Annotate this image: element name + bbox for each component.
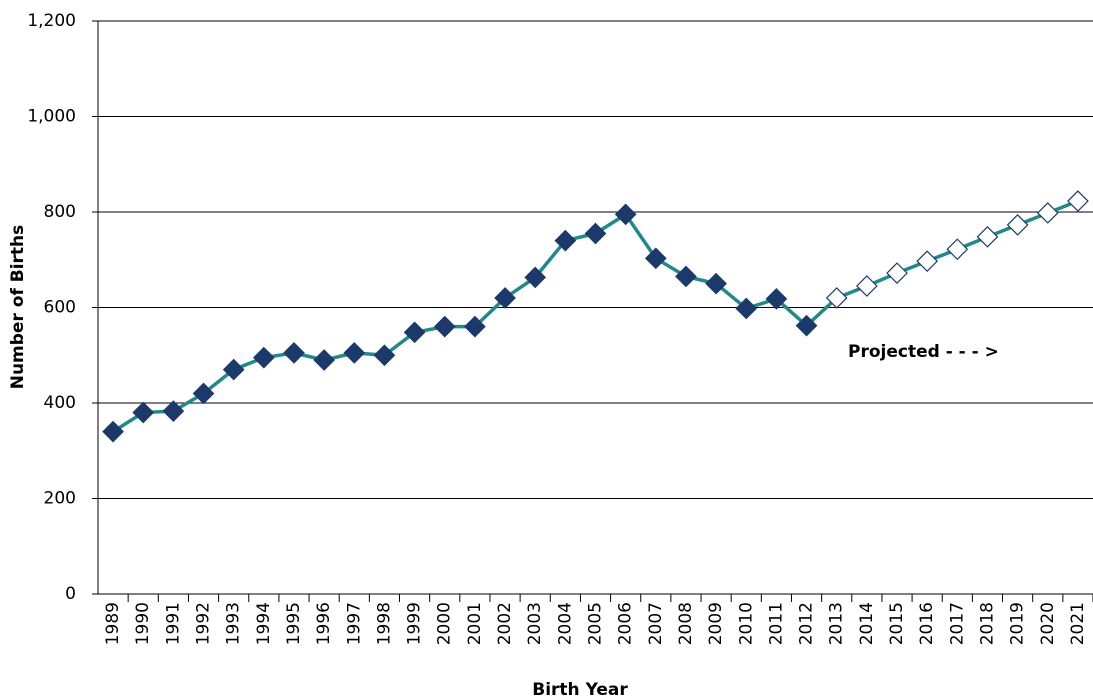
x-tick-label: 1999 xyxy=(405,602,425,645)
x-tick-label: 1997 xyxy=(344,602,364,645)
x-tick-label: 2007 xyxy=(646,602,666,645)
data-marker xyxy=(524,266,547,289)
y-axis-title: Number of Births xyxy=(8,225,28,390)
data-marker xyxy=(554,229,577,252)
y-tick-label: 400 xyxy=(44,393,76,413)
data-marker xyxy=(403,321,426,344)
data-marker xyxy=(735,297,758,320)
data-marker xyxy=(222,358,245,381)
x-tick-label: 2006 xyxy=(616,602,636,645)
data-marker xyxy=(614,203,637,226)
data-marker xyxy=(162,400,185,422)
x-tick-label: 2013 xyxy=(827,602,847,645)
x-tick-label: 2019 xyxy=(1008,602,1028,645)
x-tick-label: 1993 xyxy=(224,602,244,645)
data-marker xyxy=(464,315,486,338)
data-marker xyxy=(584,222,607,245)
y-tick-label: 800 xyxy=(44,202,76,222)
data-marker xyxy=(373,344,396,367)
data-marker xyxy=(976,225,999,248)
x-tick-label: 2014 xyxy=(857,602,877,645)
data-marker xyxy=(192,382,215,405)
data-marker xyxy=(886,262,908,284)
data-marker xyxy=(343,342,366,364)
x-tick-label: 2004 xyxy=(555,602,575,645)
data-marker xyxy=(433,315,456,338)
x-tick-label: 2016 xyxy=(917,602,937,645)
data-marker xyxy=(1006,214,1029,236)
x-tick-label: 2008 xyxy=(676,602,696,645)
data-marker xyxy=(795,314,818,337)
x-tick-label: 2021 xyxy=(1068,602,1088,645)
data-marker xyxy=(946,238,969,261)
data-marker xyxy=(132,401,155,424)
x-tick-label: 1994 xyxy=(254,602,274,645)
y-tick-label: 600 xyxy=(44,298,76,318)
data-marker xyxy=(494,287,516,309)
data-marker xyxy=(765,288,788,310)
x-tick-label: 1995 xyxy=(284,602,304,645)
data-marker xyxy=(705,272,727,295)
data-marker xyxy=(1067,190,1089,212)
x-tick-label: 2000 xyxy=(435,602,455,645)
x-tick-label: 2017 xyxy=(947,602,967,645)
y-tick-label: 1,200 xyxy=(27,11,76,31)
x-tick-label: 1996 xyxy=(314,602,334,645)
x-tick-label: 2002 xyxy=(495,602,515,645)
data-marker xyxy=(825,287,848,309)
data-marker xyxy=(856,275,878,297)
x-tick-label: 1989 xyxy=(103,602,123,645)
x-tick-label: 2010 xyxy=(736,602,756,645)
data-marker xyxy=(1036,202,1059,224)
x-axis-title: Birth Year xyxy=(532,680,628,700)
x-tick-label: 1991 xyxy=(163,602,183,645)
x-tick-label: 1992 xyxy=(194,602,214,645)
y-tick-label: 0 xyxy=(65,584,76,604)
x-tick-label: 2005 xyxy=(586,602,606,645)
data-marker xyxy=(283,342,305,364)
annotation: Projected - - - > xyxy=(848,342,999,362)
x-tick-label: 2020 xyxy=(1038,602,1058,645)
data-marker xyxy=(916,250,939,273)
data-marker xyxy=(102,420,124,443)
x-tick-label: 1998 xyxy=(374,602,394,645)
x-tick-label: 2001 xyxy=(465,602,485,645)
x-tick-label: 2012 xyxy=(797,602,817,645)
data-marker xyxy=(313,349,335,371)
data-marker xyxy=(252,346,275,369)
data-marker xyxy=(675,265,697,288)
x-tick-label: 2003 xyxy=(525,602,545,645)
x-tick-label: 1990 xyxy=(133,602,153,645)
x-tick-label: 2015 xyxy=(887,602,907,645)
x-tick-label: 2009 xyxy=(706,602,726,645)
y-tick-label: 200 xyxy=(44,489,76,509)
x-tick-label: 2018 xyxy=(977,602,997,645)
y-tick-label: 1,000 xyxy=(27,107,76,127)
data-marker xyxy=(644,247,667,270)
x-tick-label: 2011 xyxy=(766,602,786,645)
